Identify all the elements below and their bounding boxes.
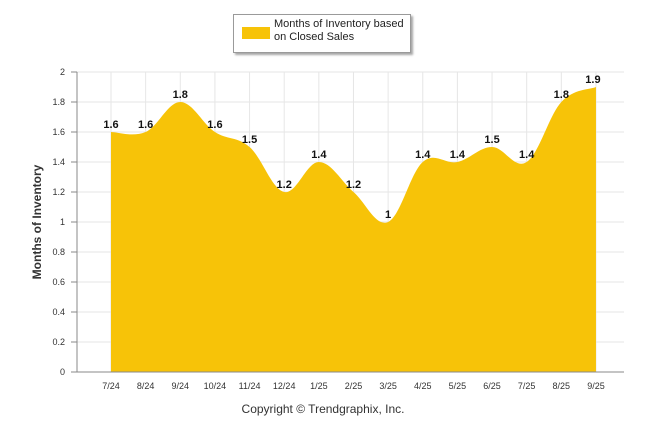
data-label: 1.6 bbox=[207, 119, 222, 131]
y-tick-label: 1.8 bbox=[52, 97, 65, 107]
y-tick-label: 0.2 bbox=[52, 337, 65, 347]
y-tick-label: 1 bbox=[60, 217, 65, 227]
data-label: 1.6 bbox=[103, 119, 118, 131]
x-tick-label: 9/24 bbox=[172, 381, 190, 391]
data-label: 1.2 bbox=[277, 179, 292, 191]
y-axis-title: Months of Inventory bbox=[30, 164, 44, 279]
x-tick-label: 6/25 bbox=[483, 381, 501, 391]
data-label: 1.6 bbox=[138, 119, 153, 131]
y-tick-label: 1.6 bbox=[52, 127, 65, 137]
inventory-area bbox=[111, 87, 596, 372]
x-tick-label: 10/24 bbox=[204, 381, 227, 391]
y-tick-label: 0 bbox=[60, 367, 65, 377]
legend-swatch bbox=[242, 27, 270, 39]
data-label: 1 bbox=[385, 209, 391, 221]
legend[interactable]: Months of Inventory based on Closed Sale… bbox=[233, 14, 411, 53]
data-label: 1.4 bbox=[311, 149, 327, 161]
y-tick-labels: 0 0.2 0.4 0.6 0.8 1 1.2 1.4 1.6 1.8 2 bbox=[52, 67, 65, 377]
y-tick-label: 0.4 bbox=[52, 307, 65, 317]
data-label: 1.2 bbox=[346, 179, 361, 191]
x-tick-label: 7/25 bbox=[518, 381, 536, 391]
x-tick-label: 2/25 bbox=[345, 381, 363, 391]
y-tick-label: 0.8 bbox=[52, 247, 65, 257]
y-tick-label: 2 bbox=[60, 67, 65, 77]
x-tick-label: 3/25 bbox=[379, 381, 397, 391]
data-label: 1.5 bbox=[484, 134, 499, 146]
y-tick-label: 0.6 bbox=[52, 277, 65, 287]
data-label: 1.9 bbox=[585, 74, 600, 86]
y-tick-label: 1.2 bbox=[52, 187, 65, 197]
axes bbox=[76, 72, 624, 373]
x-tick-label: 1/25 bbox=[310, 381, 328, 391]
legend-label: Months of Inventory based on Closed Sale… bbox=[274, 18, 404, 43]
data-label: 1.4 bbox=[450, 149, 466, 161]
x-tick-label: 11/24 bbox=[239, 381, 261, 391]
copyright-text: Copyright © Trendgraphix, Inc. bbox=[241, 402, 405, 416]
x-tick-label: 12/24 bbox=[273, 381, 296, 391]
x-tick-label: 4/25 bbox=[414, 381, 432, 391]
x-tick-label: 5/25 bbox=[449, 381, 467, 391]
data-label: 1.8 bbox=[173, 89, 188, 101]
y-tick-label: 1.4 bbox=[52, 157, 65, 167]
x-tick-label: 8/25 bbox=[553, 381, 571, 391]
x-tick-label: 7/24 bbox=[102, 381, 120, 391]
data-labels: 1.6 1.6 1.8 1.6 1.5 1.2 1.4 1.2 1 1.4 1.4 1.5 1.4 1.8… bbox=[103, 74, 600, 221]
data-label: 1.4 bbox=[415, 149, 431, 161]
x-tick-label: 9/25 bbox=[587, 381, 605, 391]
data-label: 1.5 bbox=[242, 134, 257, 146]
data-label: 1.4 bbox=[519, 149, 535, 161]
x-tick-label: 8/24 bbox=[137, 381, 155, 391]
data-label: 1.8 bbox=[554, 89, 569, 101]
x-tick-labels: 7/24 8/24 9/24 10/24 11/24 12/24 1/25 2/25 3/25 4… bbox=[102, 381, 604, 391]
